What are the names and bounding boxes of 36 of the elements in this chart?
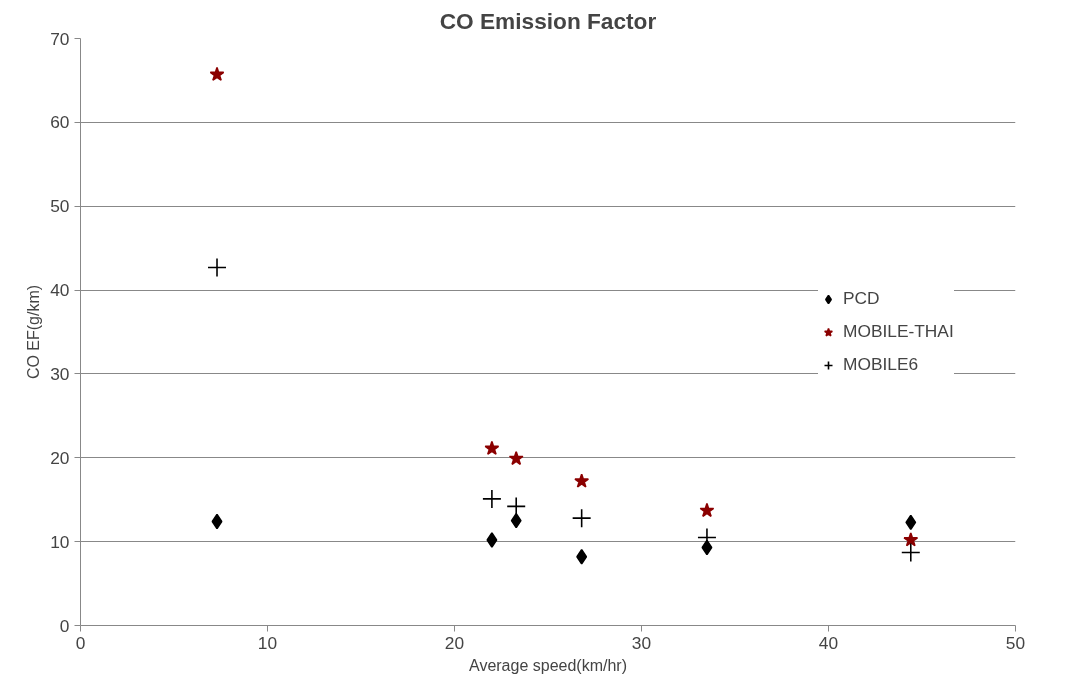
legend-label: MOBILE-THAI [843,321,954,342]
y-tick-label: 40 [50,280,70,301]
y-tick-label: 30 [50,363,70,384]
point [905,514,917,531]
point [484,440,500,456]
point [506,496,527,517]
x-tick-label: 30 [631,632,652,653]
x-tick-label: 10 [257,632,278,653]
point [486,532,498,548]
chart-title: CO Emission Factor [439,7,657,34]
point [900,542,921,563]
y-tick-label: 70 [50,28,70,49]
x-tick-label: 40 [818,632,839,653]
point [571,508,592,528]
y-tick-label: 50 [50,196,70,217]
x-tick-label: 20 [444,632,465,653]
point [903,532,919,547]
legend-label: PCD [843,288,880,309]
y-tick-label: 10 [50,531,70,552]
y-tick-label: 20 [50,447,70,468]
point [211,513,223,530]
point [574,473,590,488]
point [207,257,227,278]
point [699,502,715,518]
legend-label: MOBILE6 [843,354,919,375]
y-axis-title: CO EF(g/km) [25,284,43,380]
y-tick-label: 60 [50,112,70,133]
point [508,450,524,466]
point [482,489,502,509]
point [576,548,588,565]
x-tick-label: 0 [75,632,86,653]
y-tick-label: 0 [59,615,70,636]
x-tick-label: 50 [1005,632,1026,653]
point [209,66,225,82]
point [510,512,522,529]
x-axis-title: Average speed(km/hr) [469,656,627,674]
